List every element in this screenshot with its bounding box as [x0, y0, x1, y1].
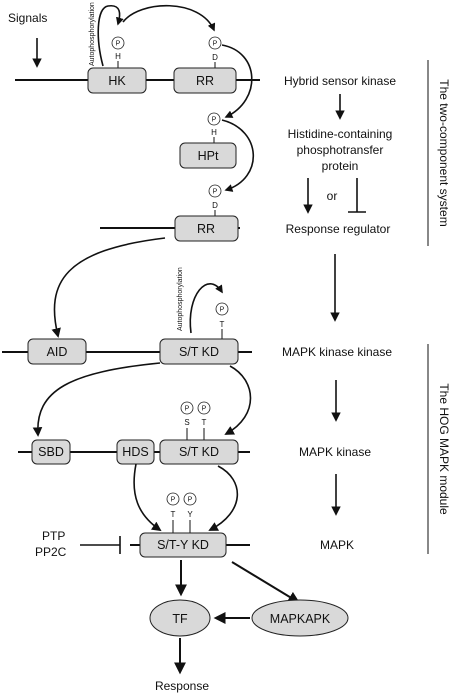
- stkd2-phospho-sites: P S P T: [180, 401, 211, 440]
- mapk-label: MAPK: [320, 538, 354, 552]
- mapk-to-mapkapk-arrow: [231, 561, 301, 604]
- rr2-box: [174, 215, 239, 242]
- hk-autophosphorylation-label: Autophosphorylation: [89, 2, 96, 66]
- stykd-box: [139, 532, 227, 558]
- stykd-phospho-sites: P T P Y: [166, 492, 197, 533]
- svg-text:T: T: [220, 320, 225, 329]
- hk-label: HK: [108, 74, 126, 88]
- tf-label: TF: [172, 612, 188, 626]
- rr2-phospho-site: P D: [208, 184, 222, 216]
- rr-to-aid-arrow: [51, 237, 166, 338]
- svg-text:T: T: [171, 510, 176, 519]
- response-regulator-label: Response regulator: [286, 222, 391, 236]
- hpt-to-rr-arrow: [221, 119, 255, 192]
- mapkapk-label: MAPKAPK: [270, 612, 331, 626]
- hpt-box: [179, 142, 237, 169]
- svg-text:P: P: [188, 497, 193, 504]
- hk-phospho-site: P H: [111, 36, 125, 68]
- rr1-to-hpt-arrow: [221, 44, 253, 118]
- svg-text:S: S: [184, 418, 189, 427]
- svg-text:P: P: [185, 406, 190, 413]
- rr1-box: [173, 67, 237, 94]
- or-label: or: [327, 189, 338, 203]
- hk-box: [87, 67, 147, 94]
- svg-text:H: H: [115, 52, 121, 61]
- hybrid-sensor-kinase-label: Hybrid sensor kinase: [284, 74, 396, 88]
- stykd-label: S/T-Y KD: [157, 538, 209, 552]
- mapkkk-to-sbd-arrow: [32, 362, 161, 437]
- two-component-section-label: The two-component system: [437, 79, 450, 226]
- svg-text:D: D: [212, 201, 218, 210]
- mapkkk-to-mapkk-arrow: [224, 365, 252, 435]
- ptp-label: PTP: [42, 529, 65, 543]
- hds-label: HDS: [122, 445, 148, 459]
- tf-ellipse: [149, 599, 211, 637]
- hds-to-mapk-arrow: [133, 463, 162, 532]
- stkd2-box: [159, 439, 239, 465]
- stkd1-autophosphorylation-label: Autophosphorylation: [177, 267, 184, 331]
- svg-text:Y: Y: [187, 510, 193, 519]
- stkd1-phospho-site: P T: [215, 302, 229, 339]
- svg-text:P: P: [212, 117, 217, 124]
- signals-label: Signals: [8, 11, 47, 25]
- stkd2-label: S/T KD: [179, 445, 219, 459]
- mapkapk-ellipse: [251, 599, 349, 637]
- stkd1-autophosphorylation-arrow: [189, 283, 223, 334]
- svg-text:P: P: [213, 41, 218, 48]
- svg-text:P: P: [213, 189, 218, 196]
- mapkk-label: MAPK kinase: [299, 445, 371, 459]
- svg-text:P: P: [202, 406, 207, 413]
- hpt-line2-label: phosphotransfer: [297, 143, 384, 157]
- rr1-phospho-site: P D: [208, 36, 222, 68]
- svg-text:H: H: [211, 128, 217, 137]
- hog-section-label: The HOG MAPK module: [437, 383, 450, 515]
- hpt-phospho-site: P H: [207, 112, 221, 143]
- hk-autophosphorylation-arrow: [97, 4, 124, 67]
- aid-label: AID: [47, 345, 68, 359]
- hk-to-rr-phosphotransfer-arrow: [122, 4, 216, 32]
- aid-box: [27, 338, 87, 365]
- sbd-label: SBD: [38, 445, 64, 459]
- svg-text:T: T: [202, 418, 207, 427]
- svg-text:P: P: [116, 41, 121, 48]
- svg-text:P: P: [171, 497, 176, 504]
- pp2c-label: PP2C: [35, 545, 67, 559]
- rr1-label: RR: [196, 74, 214, 88]
- mapkk-to-mapk-arrow: [208, 465, 239, 531]
- stkd1-box: [159, 338, 239, 365]
- sbd-box: [31, 439, 71, 465]
- hpt-line3-label: protein: [322, 159, 359, 173]
- stkd1-label: S/T KD: [179, 345, 219, 359]
- hpt-label: HPt: [198, 149, 219, 163]
- response-label: Response: [155, 679, 209, 693]
- svg-text:D: D: [212, 53, 218, 62]
- mapkkk-label: MAPK kinase kinase: [282, 345, 392, 359]
- rr2-label: RR: [197, 222, 215, 236]
- svg-text:P: P: [220, 307, 225, 314]
- hpt-line1-label: Histidine-containing: [288, 127, 393, 141]
